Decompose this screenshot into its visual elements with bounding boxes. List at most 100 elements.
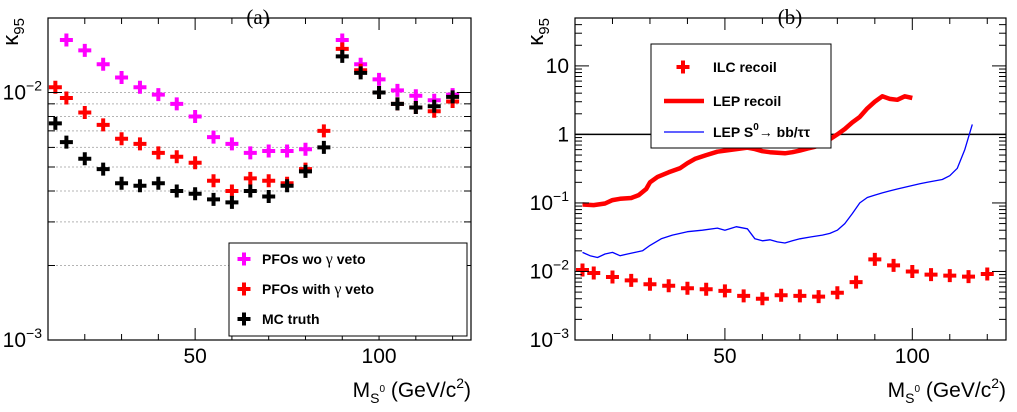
y-axis-label: κ95 [0, 18, 28, 46]
data-point [737, 289, 751, 303]
data-point [225, 184, 239, 198]
x-axis-label: MS0 (GeV/c2) [888, 375, 1006, 406]
legend-label: PFOs wo γ veto [262, 251, 366, 268]
plot-frame [574, 17, 1007, 341]
data-point [115, 70, 129, 84]
y-tick-label: 10−3 [530, 325, 570, 352]
data-point [207, 130, 221, 144]
y-axis-label: κ95 [523, 18, 553, 46]
data-point [298, 142, 312, 156]
y-tick-label: 10 [546, 55, 569, 78]
data-point [115, 132, 129, 146]
legend-marker [237, 282, 251, 296]
data-point [446, 90, 460, 104]
legend-box [228, 242, 468, 337]
data-point [643, 277, 657, 291]
data-point [151, 146, 165, 160]
data-point [680, 281, 694, 295]
data-point [243, 146, 257, 160]
data-point [409, 89, 423, 103]
data-point [962, 270, 976, 284]
data-point [48, 116, 62, 130]
legend-marker [676, 60, 690, 74]
data-point [372, 86, 386, 100]
data-point [243, 171, 257, 185]
legend-label: LEP S0→ bb/ττ [713, 122, 811, 140]
data-point [905, 264, 919, 278]
series-line [582, 124, 973, 259]
x-tick-label: 50 [713, 345, 736, 368]
data-point [317, 140, 331, 154]
legend: PFOs wo γ veto PFOs with γ veto MC truth [228, 242, 468, 337]
data-point [115, 176, 129, 190]
data-point [262, 190, 276, 204]
data-point [409, 100, 423, 114]
data-point [170, 97, 184, 111]
legend-label: LEP recoil [713, 93, 781, 109]
data-point [262, 144, 276, 158]
data-point [59, 135, 73, 149]
plot-frame [47, 17, 472, 341]
data-point [78, 106, 92, 120]
data-point [587, 266, 601, 280]
y-tick-label: 10−2 [530, 256, 570, 283]
data-point [262, 174, 276, 188]
data-point [280, 179, 294, 193]
y-tick-label: 1 [557, 123, 569, 146]
data-point [662, 279, 676, 293]
plot-area [48, 33, 460, 209]
data-point [605, 270, 619, 284]
data-point [188, 156, 202, 170]
data-point [812, 290, 826, 304]
series-1 [48, 42, 460, 198]
data-point [133, 80, 147, 94]
data-point [133, 179, 147, 193]
y-tick-label: 10−3 [3, 325, 43, 352]
data-point [868, 252, 882, 266]
data-point [427, 99, 441, 113]
panel-label: (b) [778, 5, 803, 29]
data-point [390, 97, 404, 111]
data-point [887, 258, 901, 272]
y-tick-label: 10−2 [3, 78, 43, 105]
data-point [151, 176, 165, 190]
legend-label: ILC recoil [713, 59, 777, 75]
data-point [372, 72, 386, 86]
data-point [298, 164, 312, 178]
series-1 [582, 94, 913, 208]
data-point [207, 192, 221, 206]
data-point [317, 124, 331, 138]
panel-a: (a) 50 100 10−3 10−2 MS0 (GeV/c2) κ95 PFOs wo γ… [0, 5, 472, 406]
series-2 [582, 124, 973, 259]
x-axis-label: MS0 (GeV/c2) [353, 375, 471, 406]
legend: ILC recoil LEP recoil LEP S0→ bb/ττ [650, 43, 832, 149]
data-point [980, 267, 994, 281]
data-point [774, 288, 788, 302]
data-point [96, 57, 110, 71]
panel-label: (a) [246, 5, 269, 29]
data-point [151, 88, 165, 102]
legend-label: MC truth [262, 311, 320, 327]
data-point [78, 152, 92, 166]
data-point [96, 162, 110, 176]
plot-area [575, 94, 1006, 306]
data-point [335, 49, 349, 63]
data-point [280, 144, 294, 158]
data-point [59, 91, 73, 105]
series-line [582, 94, 913, 208]
data-point [924, 268, 938, 282]
data-point [188, 109, 202, 123]
data-point [830, 286, 844, 300]
data-point [225, 195, 239, 209]
data-point [78, 43, 92, 57]
data-point [849, 275, 863, 289]
data-point [243, 184, 257, 198]
data-point [718, 284, 732, 298]
data-point [390, 83, 404, 97]
data-point [354, 66, 368, 80]
data-point [96, 118, 110, 132]
data-point [575, 263, 589, 277]
data-point [943, 269, 957, 283]
data-point [699, 282, 713, 296]
data-point [170, 184, 184, 198]
